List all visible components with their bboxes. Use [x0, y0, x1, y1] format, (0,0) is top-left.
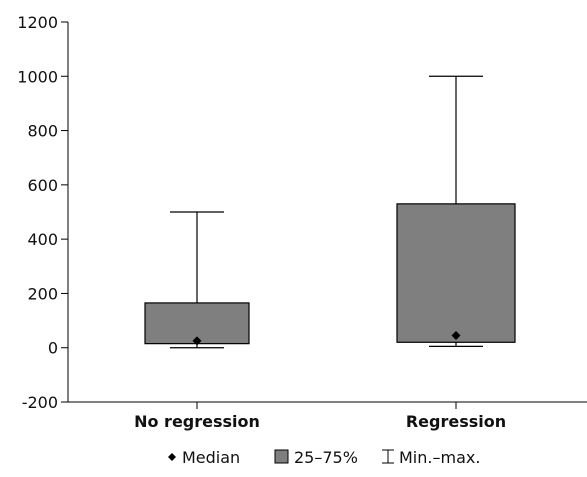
- legend: Median 25–75% Min.–max.: [168, 448, 480, 467]
- y-tick-label: 800: [27, 122, 58, 141]
- y-tick-label: 600: [27, 176, 58, 195]
- boxes-layer: [144, 75, 516, 349]
- y-tick-label: 1200: [17, 13, 58, 32]
- iqr-box: [396, 203, 516, 343]
- median-marker: [192, 336, 202, 346]
- y-tick-label: -200: [22, 393, 58, 412]
- y-tick-label: 200: [27, 284, 58, 303]
- y-tick-label: 1000: [17, 67, 58, 86]
- diamond-icon: [168, 453, 176, 461]
- y-tick-label: 400: [27, 230, 58, 249]
- x-category-label: No regression: [134, 412, 260, 431]
- x-category-label: Regression: [406, 412, 506, 431]
- legend-label: Median: [182, 448, 240, 467]
- median-marker: [451, 331, 461, 340]
- box-icon: [274, 449, 289, 464]
- legend-label: Min.–max.: [399, 448, 480, 467]
- axes: -200 0 200 400 600 800 1000 1200 No regression Re…: [17, 13, 587, 431]
- legend-label: 25–75%: [294, 448, 358, 467]
- y-tick-label: 0: [48, 339, 58, 358]
